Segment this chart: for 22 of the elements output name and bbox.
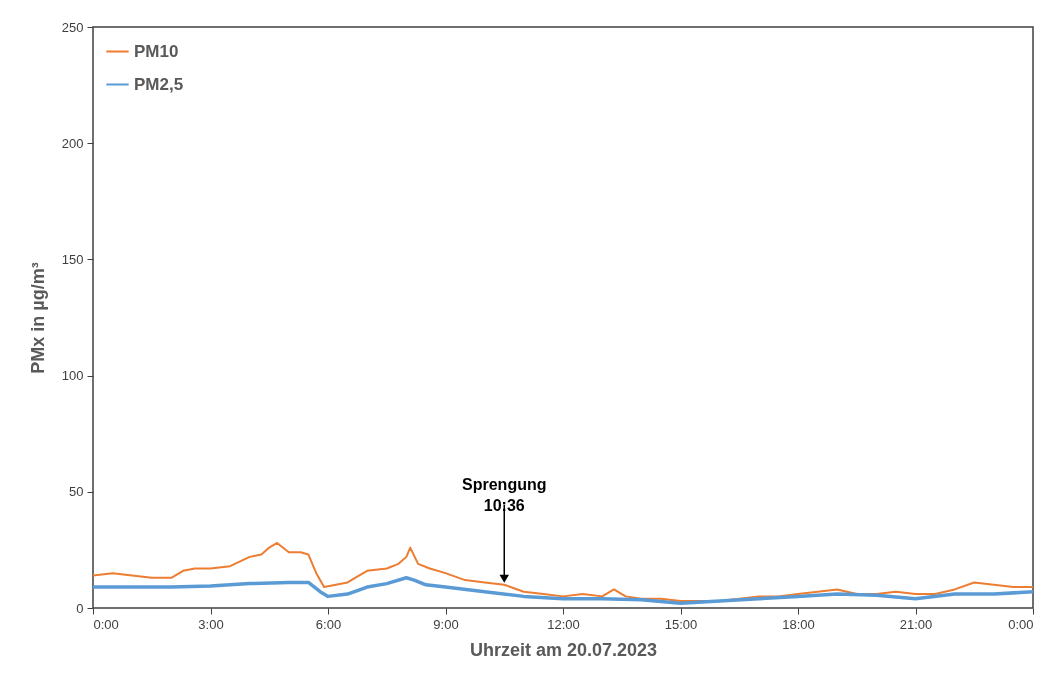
x-tick-label: 18:00 <box>782 616 815 632</box>
x-axis-title: Uhrzeit am 20.07.2023 <box>469 639 658 660</box>
legend-label: PM2,5 <box>134 74 184 94</box>
y-tick-label: 0 <box>76 600 84 616</box>
x-tick-label: 15:00 <box>664 616 698 632</box>
x-tick-label: 21:00 <box>899 616 933 632</box>
x-tick-label: 12:00 <box>547 616 580 632</box>
annotation: Sprengung 10:36 <box>462 475 547 514</box>
line-series <box>93 576 1033 606</box>
y-axis-title: PMx in µg/m³ <box>27 262 48 374</box>
y-tick-label: 100 <box>61 368 84 384</box>
y-tick-label: 50 <box>69 484 84 500</box>
line-series <box>93 541 1033 603</box>
x-tick-label: 9:00 <box>433 616 459 632</box>
y-tick-label: 200 <box>61 135 84 151</box>
y-tick-label: 150 <box>61 251 84 267</box>
x-tick-label: 0:00 <box>1008 616 1034 632</box>
legend-label: PM10 <box>134 41 179 61</box>
x-tick-label: 6:00 <box>315 616 342 632</box>
x-tick-label: 0:00 <box>93 616 119 632</box>
x-tick-label: 3:00 <box>198 616 224 632</box>
y-tick-label: 250 <box>61 19 84 35</box>
